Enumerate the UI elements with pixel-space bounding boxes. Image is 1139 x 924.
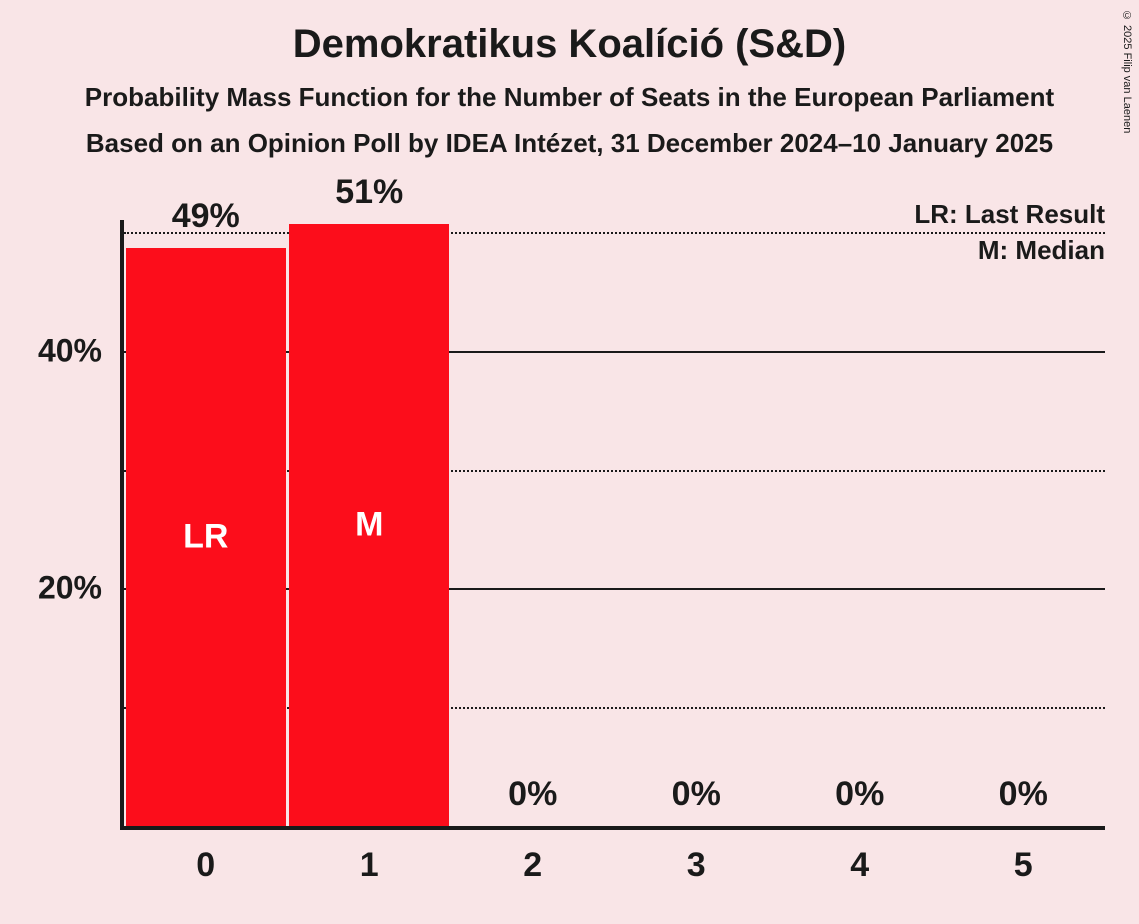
copyright-text: © 2025 Filip van Laenen (1121, 10, 1133, 133)
x-tick-label: 1 (360, 830, 379, 885)
x-tick-label: 2 (523, 830, 542, 885)
chart-subtitle-1: Probability Mass Function for the Number… (0, 82, 1139, 113)
legend-line-m: M: Median (914, 232, 1105, 268)
gridline-minor (124, 232, 1105, 234)
plot-area: LR: Last Result M: Median 20%40%0LR49%1M… (120, 220, 1105, 830)
y-tick-label: 40% (38, 332, 120, 369)
bar-inner-label: LR (183, 517, 228, 556)
bar-value-label: 0% (835, 775, 884, 822)
x-tick-label: 5 (1014, 830, 1033, 885)
bar-value-label: 0% (999, 775, 1048, 822)
chart-title: Demokratikus Koalíció (S&D) (0, 22, 1139, 67)
x-tick-label: 0 (196, 830, 215, 885)
bar-value-label: 49% (172, 197, 240, 244)
chart-subtitle-2: Based on an Opinion Poll by IDEA Intézet… (0, 128, 1139, 159)
bar: LR (126, 248, 286, 826)
y-tick-label: 20% (38, 570, 120, 607)
x-tick-label: 4 (850, 830, 869, 885)
bar: M (289, 224, 449, 826)
x-axis (120, 826, 1105, 830)
bar-inner-label: M (355, 506, 383, 545)
y-axis (120, 220, 124, 830)
bar-value-label: 0% (508, 775, 557, 822)
bar-value-label: 0% (672, 775, 721, 822)
x-tick-label: 3 (687, 830, 706, 885)
chart-container: Demokratikus Koalíció (S&D) Probability … (0, 0, 1139, 924)
legend-line-lr: LR: Last Result (914, 196, 1105, 232)
bar-value-label: 51% (335, 173, 403, 220)
